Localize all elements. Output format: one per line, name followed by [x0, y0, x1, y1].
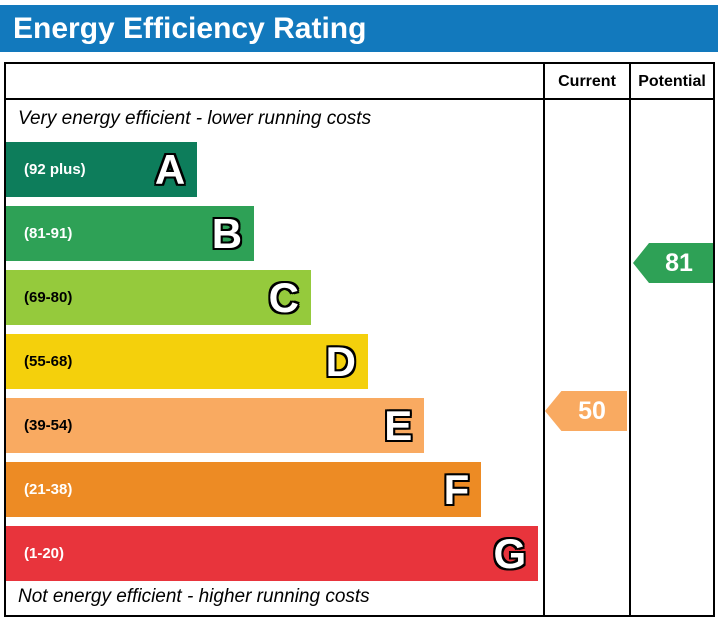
bottom-caption: Not energy efficient - higher running co… — [18, 586, 370, 607]
current-marker: 50 — [545, 391, 627, 431]
potential-rating-value: 81 — [665, 248, 693, 277]
band-bar-a: (92 plus) A — [6, 142, 198, 197]
band-range-b: (81-91) — [24, 225, 73, 242]
band-bar-g: (1-20) G — [6, 526, 539, 581]
top-caption: Very energy efficient - lower running co… — [18, 108, 372, 129]
band-range-f: (21-38) — [24, 481, 73, 498]
potential-marker: 81 — [633, 243, 713, 283]
band-bar-e: (39-54) E — [6, 398, 425, 453]
current-column-header: Current — [558, 73, 616, 90]
band-letter-g: G — [493, 529, 527, 577]
band-range-d: (55-68) — [24, 353, 73, 370]
rating-bands: (92 plus) A (81-91) B (69-80) C (55-68) … — [6, 142, 543, 590]
band-bar-d: (55-68) D — [6, 334, 368, 389]
potential-column-header: Potential — [638, 73, 706, 90]
chart-header-row — [6, 64, 713, 100]
band-letter-f: F — [443, 465, 470, 513]
band-bar-c: (69-80) C — [6, 270, 312, 325]
band-letter-c: C — [268, 273, 300, 321]
band-letter-e: E — [384, 401, 413, 449]
band-range-c: (69-80) — [24, 289, 73, 306]
band-letter-d: D — [325, 337, 356, 385]
title-bar: Energy Efficiency Rating — [0, 5, 718, 52]
energy-rating-chart: Current Potential Very energy efficient … — [4, 62, 715, 617]
band-bar-f: (21-38) F — [6, 462, 482, 517]
current-column-divider — [543, 64, 545, 615]
band-range-a: (92 plus) — [24, 161, 86, 178]
band-letter-a: A — [154, 145, 186, 193]
band-range-g: (1-20) — [24, 545, 65, 562]
band-range-e: (39-54) — [24, 417, 73, 434]
current-rating-value: 50 — [578, 396, 606, 425]
potential-column-divider — [629, 64, 631, 615]
band-letter-b: B — [211, 209, 243, 257]
band-bar-b: (81-91) B — [6, 206, 255, 261]
page-title: Energy Efficiency Rating — [13, 11, 367, 45]
